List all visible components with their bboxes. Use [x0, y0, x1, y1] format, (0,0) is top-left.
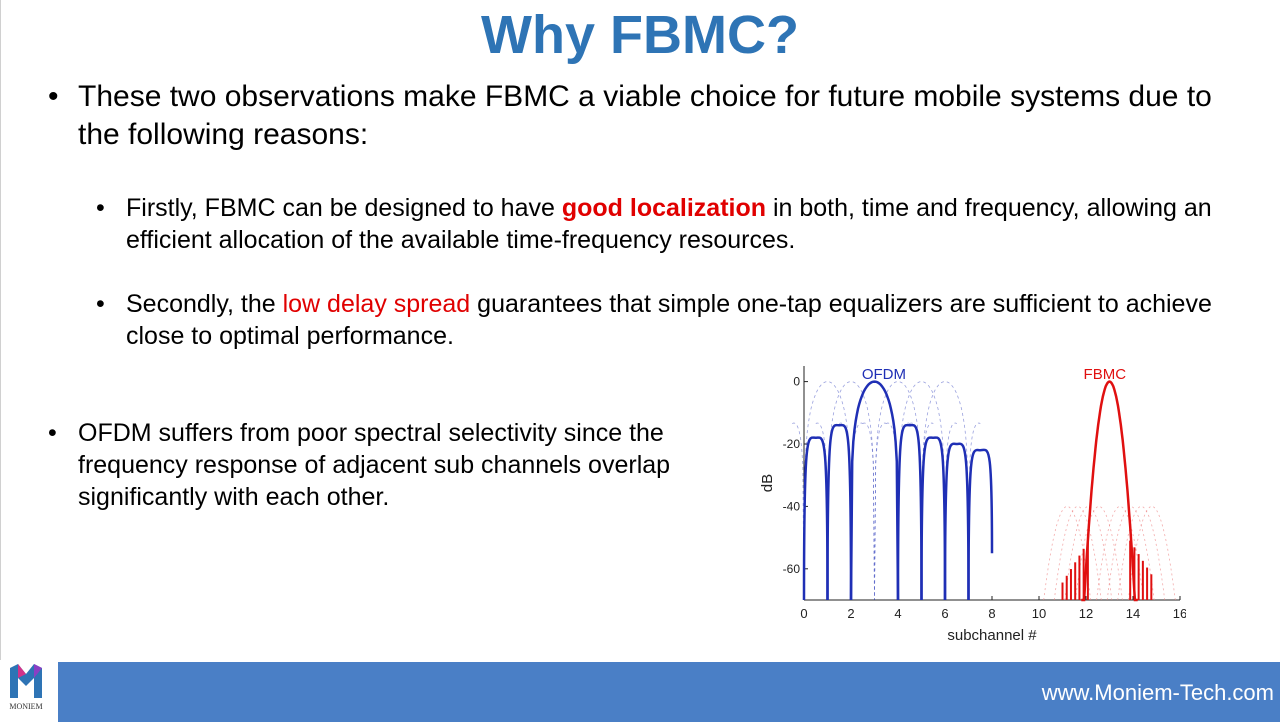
highlight-good-localization: good localization: [561, 194, 767, 222]
x-tick-label: 4: [894, 606, 901, 621]
footer-bar: www.Moniem-Tech.com: [58, 662, 1280, 722]
bullet-text-after: guarantees that simple one-tap equalizer…: [126, 290, 1212, 350]
bullet-glyph: •: [96, 194, 105, 222]
bullet-glyph: •: [48, 80, 59, 113]
bullet-text-before: Secondly, the: [126, 290, 283, 318]
logo-text: MONIEM: [9, 702, 43, 711]
x-tick-label: 12: [1079, 606, 1093, 621]
fbmc-main-lobe: [1081, 380, 1138, 602]
bullet-text: Firstly, FBMC can be designed to have go…: [126, 192, 1216, 256]
spectrum-chart: 0 -20 -40 -60 0 2 4 6 8 10 12 14 16 subchannel # dB OFD…: [759, 366, 1186, 644]
y-tick-label: -60: [783, 562, 801, 576]
bullet-delay-spread: • Secondly, the low delay spread guarant…: [96, 288, 1216, 352]
fbmc-adjacent-filter: [1053, 505, 1102, 601]
x-tick-label: 2: [847, 606, 854, 621]
bullet-text-before: Firstly, FBMC can be designed to have: [126, 194, 562, 222]
x-tick-label: 14: [1126, 606, 1140, 621]
x-tick-label: 10: [1032, 606, 1046, 621]
x-tick-label: 0: [800, 606, 807, 621]
ofdm-side-lobe: [802, 436, 829, 601]
bullet-text: Secondly, the low delay spread guarantee…: [126, 288, 1216, 352]
slide-left-border: [0, 0, 1, 660]
bullet-localization: • Firstly, FBMC can be designed to have …: [96, 192, 1216, 256]
footer-url: www.Moniem-Tech.com: [1041, 680, 1274, 705]
ofdm-main-lobe: [849, 380, 900, 601]
highlight-low-delay-spread: low delay spread: [282, 290, 471, 318]
moniem-logo: MONIEM: [4, 660, 48, 720]
x-tick-label: 6: [941, 606, 948, 621]
bullet-text: OFDM suffers from poor spectral selectiv…: [78, 419, 671, 511]
x-tick-label: 8: [988, 606, 995, 621]
fbmc-adjacent-filter: [1096, 505, 1144, 601]
y-tick-label: -20: [783, 437, 801, 451]
ofdm-side-lobe: [967, 448, 994, 601]
x-tick-label: 16: [1173, 606, 1186, 621]
y-tick-label: 0: [793, 375, 800, 389]
ofdm-annotation: OFDM: [862, 366, 906, 383]
bullet-glyph: •: [48, 419, 57, 447]
x-axis-label: subchannel #: [947, 627, 1037, 644]
bullet-main-reasons: • These two observations make FBMC a via…: [48, 78, 1228, 154]
fbmc-adjacent-filter: [1075, 505, 1123, 601]
y-tick-label: -40: [783, 499, 801, 513]
logo-mark-icon: [10, 664, 42, 698]
bullet-glyph: •: [96, 290, 105, 318]
ofdm-side-lobe: [896, 423, 923, 601]
bullet-text: These two observations make FBMC a viabl…: [78, 80, 1212, 151]
slide-title: Why FBMC?: [481, 5, 799, 65]
y-axis-label: dB: [759, 474, 776, 492]
bullet-text-after: in both, time and frequency, allowing an…: [126, 194, 1212, 254]
fbmc-adjacent-filter: [1117, 505, 1166, 601]
ofdm-side-lobe: [826, 423, 853, 601]
bullet-ofdm-selectivity: • OFDM suffers from poor spectral select…: [48, 417, 728, 513]
fbmc-annotation: FBMC: [1084, 366, 1127, 383]
ofdm-side-lobe: [943, 442, 970, 601]
ofdm-side-lobe: [920, 436, 947, 601]
